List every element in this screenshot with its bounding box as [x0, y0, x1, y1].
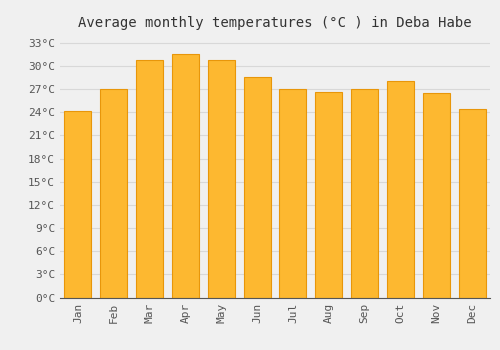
Bar: [316, 92, 342, 298]
Bar: [387, 81, 414, 298]
Bar: [280, 89, 306, 298]
Bar: [172, 54, 199, 298]
Bar: [351, 89, 378, 298]
Bar: [64, 111, 92, 298]
Bar: [244, 77, 270, 298]
Bar: [136, 60, 163, 298]
Bar: [458, 109, 485, 298]
Bar: [423, 93, 450, 298]
Bar: [100, 89, 127, 298]
Bar: [208, 60, 234, 298]
Title: Average monthly temperatures (°C ) in Deba Habe: Average monthly temperatures (°C ) in De…: [78, 16, 472, 30]
